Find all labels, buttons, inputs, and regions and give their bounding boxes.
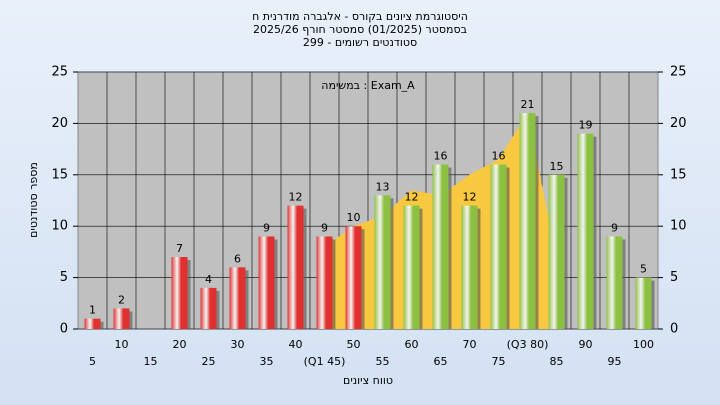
x-tick-label: 35 xyxy=(260,355,274,368)
x-tick-label: (Q1 45) xyxy=(304,355,346,368)
x-tick-label: 50 xyxy=(347,338,361,351)
bar xyxy=(287,205,304,329)
bar xyxy=(374,195,391,329)
x-tick-label: 40 xyxy=(289,338,303,351)
y-tick-label: 20 xyxy=(51,116,68,131)
bar xyxy=(345,226,362,329)
bar xyxy=(316,236,333,329)
x-axis-label: טווח ציונים xyxy=(343,374,393,387)
bar xyxy=(490,164,507,329)
value-label: 9 xyxy=(263,221,270,234)
y-tick-label: 10 xyxy=(51,219,68,234)
bar xyxy=(258,236,275,329)
x-tick-label: 15 xyxy=(144,355,158,368)
x-tick-label: 70 xyxy=(463,338,477,351)
y2-tick-label: 5 xyxy=(670,270,678,285)
x-tick-label: 85 xyxy=(550,355,564,368)
x-tick-label: 65 xyxy=(434,355,448,368)
value-label: 12 xyxy=(463,191,477,204)
bar xyxy=(229,267,246,329)
bar xyxy=(519,113,536,330)
x-tick-label: 90 xyxy=(579,338,593,351)
y2-tick-label: 20 xyxy=(670,116,687,131)
value-label: 19 xyxy=(579,119,593,132)
y2-tick-label: 10 xyxy=(670,219,687,234)
y-tick-label: 5 xyxy=(60,270,68,285)
value-label: 9 xyxy=(321,221,328,234)
value-label: 10 xyxy=(347,211,361,224)
bar xyxy=(200,287,217,329)
x-tick-label: 55 xyxy=(376,355,390,368)
value-label: 21 xyxy=(521,98,535,111)
bar xyxy=(635,277,652,329)
value-label: 12 xyxy=(405,191,419,204)
bar xyxy=(113,308,130,329)
chart-title: היסטוגרמת ציונים בקורס - אלגברה מודרנית … xyxy=(252,10,468,23)
y2-tick-label: 0 xyxy=(670,322,678,337)
bar xyxy=(171,257,188,329)
value-label: 1 xyxy=(89,304,96,317)
chart-subtitle: בסמסטר (01/2025) סמסטר חורף 2025/26 xyxy=(253,23,467,36)
x-tick-label: 20 xyxy=(173,338,187,351)
x-tick-label: 95 xyxy=(608,355,622,368)
value-label: 5 xyxy=(640,263,647,276)
value-label: 7 xyxy=(176,242,183,255)
x-tick-label: 5 xyxy=(89,355,96,368)
y2-tick-label: 15 xyxy=(670,167,687,182)
y-axis-label: מספר סטודנטים xyxy=(27,162,40,238)
value-label: 16 xyxy=(492,150,506,163)
bar xyxy=(432,164,449,329)
chart-subtitle: סטודנטים רשומים - 299 xyxy=(303,36,417,49)
bar xyxy=(403,205,420,329)
bar xyxy=(548,174,565,329)
y-tick-label: 0 xyxy=(60,322,68,337)
value-label: 6 xyxy=(234,252,241,265)
x-tick-label: 10 xyxy=(115,338,129,351)
value-label: 2 xyxy=(118,293,125,306)
x-tick-label: 30 xyxy=(231,338,245,351)
y-tick-label: 15 xyxy=(51,167,68,182)
bar xyxy=(606,236,623,329)
y2-tick-label: 25 xyxy=(670,65,687,80)
value-label: 9 xyxy=(611,221,618,234)
bar xyxy=(461,205,478,329)
x-tick-label: 60 xyxy=(405,338,419,351)
bar xyxy=(84,318,101,329)
value-label: 4 xyxy=(205,273,212,286)
value-label: 12 xyxy=(289,191,303,204)
bar xyxy=(577,133,594,329)
x-tick-label: (Q3 80) xyxy=(507,338,549,351)
y-tick-label: 25 xyxy=(51,65,68,80)
x-tick-label: 75 xyxy=(492,355,506,368)
value-label: 13 xyxy=(376,180,390,193)
value-label: 16 xyxy=(434,150,448,163)
x-tick-label: 25 xyxy=(202,355,216,368)
value-label: 15 xyxy=(550,160,564,173)
x-tick-label: 100 xyxy=(633,338,654,351)
